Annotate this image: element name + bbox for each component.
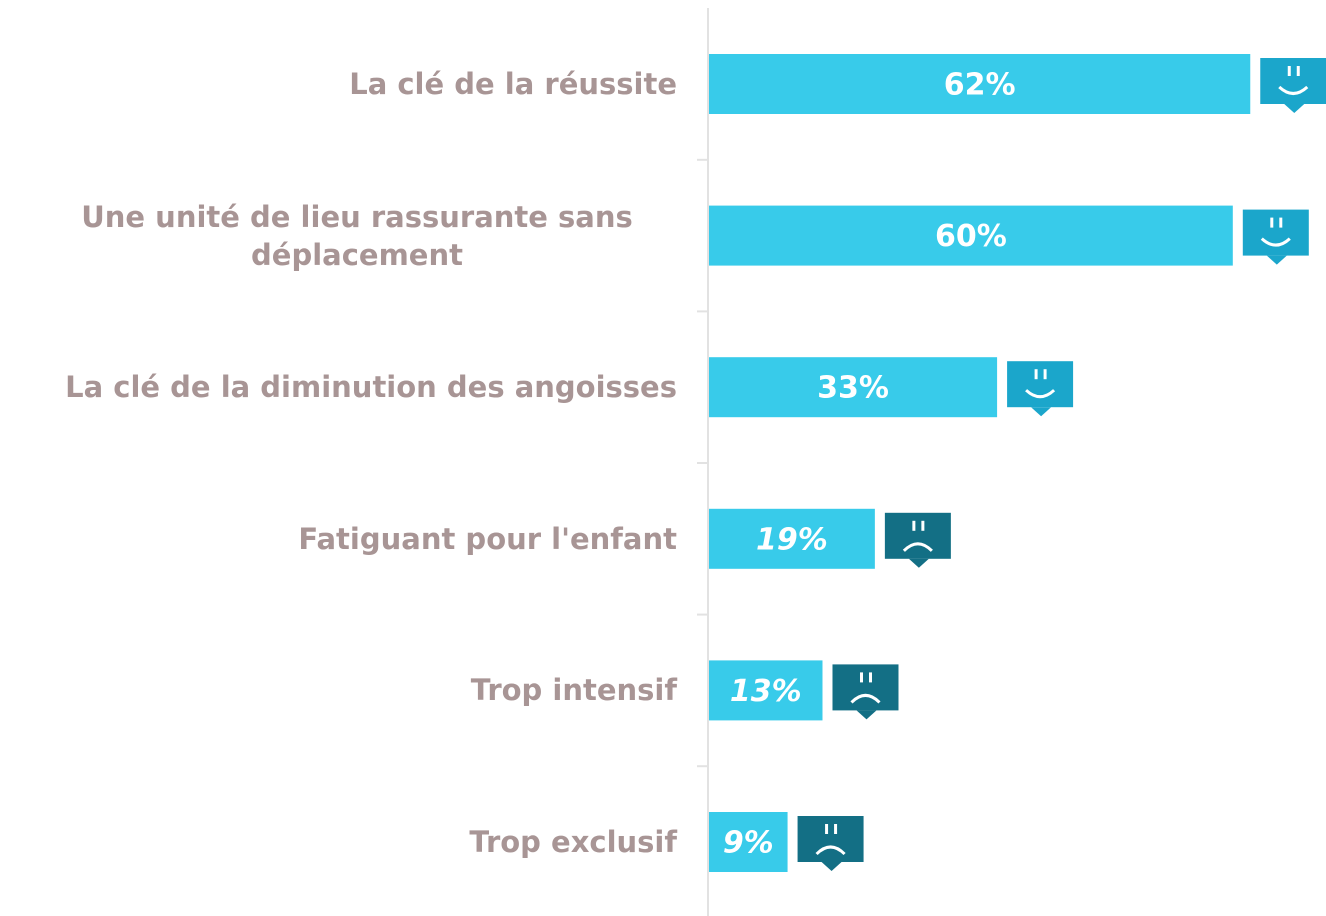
sentiment-icon: [1242, 209, 1309, 265]
sentiment-icon: [832, 664, 899, 720]
value-label: 62%: [944, 68, 1016, 103]
icon-mouth: [1025, 389, 1056, 399]
bar: [709, 660, 823, 721]
icon-mouth: [815, 845, 846, 856]
value-label: 13%: [730, 674, 802, 709]
sentiment-icon: [797, 816, 864, 871]
sentiment-icon: [884, 512, 951, 568]
value-label: 19%: [756, 522, 828, 557]
value-label: 9%: [723, 826, 774, 861]
value-label: 33%: [817, 371, 889, 406]
icon-mouth: [1278, 85, 1309, 95]
icon-mouth: [1260, 237, 1291, 247]
bar: [709, 508, 875, 569]
icon-box: [1007, 361, 1074, 408]
category-label: Trop intensif: [470, 673, 677, 708]
icon-box: [1242, 209, 1309, 256]
sentiment-icon: [1260, 58, 1326, 113]
icon-pointer: [821, 862, 842, 871]
icon-box: [797, 816, 864, 862]
value-label: 60%: [935, 219, 1007, 254]
icon-pointer: [1284, 104, 1305, 113]
bar: [709, 357, 998, 418]
bar: [709, 54, 1251, 114]
category-label: Une unité de lieu rassurante sans déplac…: [81, 199, 633, 272]
icon-mouth: [902, 542, 933, 552]
icon-box: [1260, 58, 1326, 104]
category-label: La clé de la diminution des angoisses: [65, 370, 677, 405]
icon-pointer: [856, 710, 877, 720]
icon-pointer: [1266, 255, 1287, 265]
bar: [709, 812, 788, 872]
category-label: Trop exclusif: [469, 825, 677, 859]
icon-mouth: [850, 693, 881, 704]
sentiment-icon: [1007, 361, 1074, 417]
icon-box: [832, 664, 899, 711]
icon-pointer: [1031, 407, 1052, 417]
icon-pointer: [908, 558, 929, 568]
bar: [709, 205, 1233, 266]
icon-box: [884, 512, 951, 559]
category-label: La clé de la réussite: [349, 67, 677, 101]
category-label: Fatiguant pour l'enfant: [298, 521, 677, 556]
